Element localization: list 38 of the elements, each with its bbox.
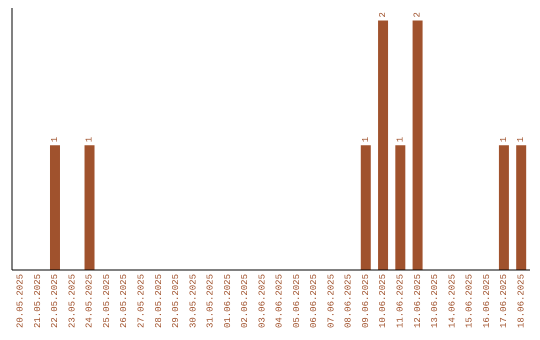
x-tick-label: 04.06.2025 xyxy=(274,274,285,328)
x-tick-label: 20.05.2025 xyxy=(16,274,26,328)
data-label: 1 xyxy=(84,136,95,142)
x-tick-label: 03.06.2025 xyxy=(257,274,268,328)
x-tick-label: 17.06.2025 xyxy=(499,274,510,328)
x-tick-label: 16.06.2025 xyxy=(482,274,492,328)
x-tick-label: 23.05.2025 xyxy=(67,274,78,328)
x-tick-label: 18.06.2025 xyxy=(516,274,526,328)
x-tick-label: 21.05.2025 xyxy=(32,274,43,328)
x-tick-label: 12.06.2025 xyxy=(412,274,423,328)
x-tick-label: 15.06.2025 xyxy=(464,274,475,328)
data-label: 1 xyxy=(516,136,526,142)
x-tick-label: 31.05.2025 xyxy=(206,274,216,328)
x-tick-label: 13.06.2025 xyxy=(430,274,440,328)
x-tick-label: 09.06.2025 xyxy=(360,274,371,328)
x-tick-label: 24.05.2025 xyxy=(84,274,95,328)
x-tick-label: 30.05.2025 xyxy=(188,274,198,328)
data-label: 1 xyxy=(395,136,406,142)
x-tick-label: 14.06.2025 xyxy=(447,274,458,328)
x-tick-label: 06.06.2025 xyxy=(309,274,320,328)
data-label: 1 xyxy=(50,136,60,142)
x-tick-label: 25.05.2025 xyxy=(102,274,112,328)
x-tick-label: 01.06.2025 xyxy=(222,274,233,328)
data-label: 2 xyxy=(412,12,423,18)
x-tick-label: 22.05.2025 xyxy=(50,274,60,328)
x-tick-label: 26.05.2025 xyxy=(119,274,130,328)
x-tick-label: 29.05.2025 xyxy=(171,274,182,328)
data-label: 1 xyxy=(498,136,509,142)
x-tick-label: 11.06.2025 xyxy=(396,274,406,328)
data-label: 1 xyxy=(360,136,371,142)
x-tick-label: 05.06.2025 xyxy=(292,274,302,328)
x-tick-label: 10.06.2025 xyxy=(378,274,388,328)
x-tick-label: 07.06.2025 xyxy=(326,274,336,328)
x-tick-label: 28.05.2025 xyxy=(154,274,164,328)
x-tick-label: 27.05.2025 xyxy=(136,274,146,328)
data-label: 2 xyxy=(378,12,388,18)
x-tick-label: 08.06.2025 xyxy=(344,274,354,328)
x-tick-label: 02.06.2025 xyxy=(240,274,250,328)
